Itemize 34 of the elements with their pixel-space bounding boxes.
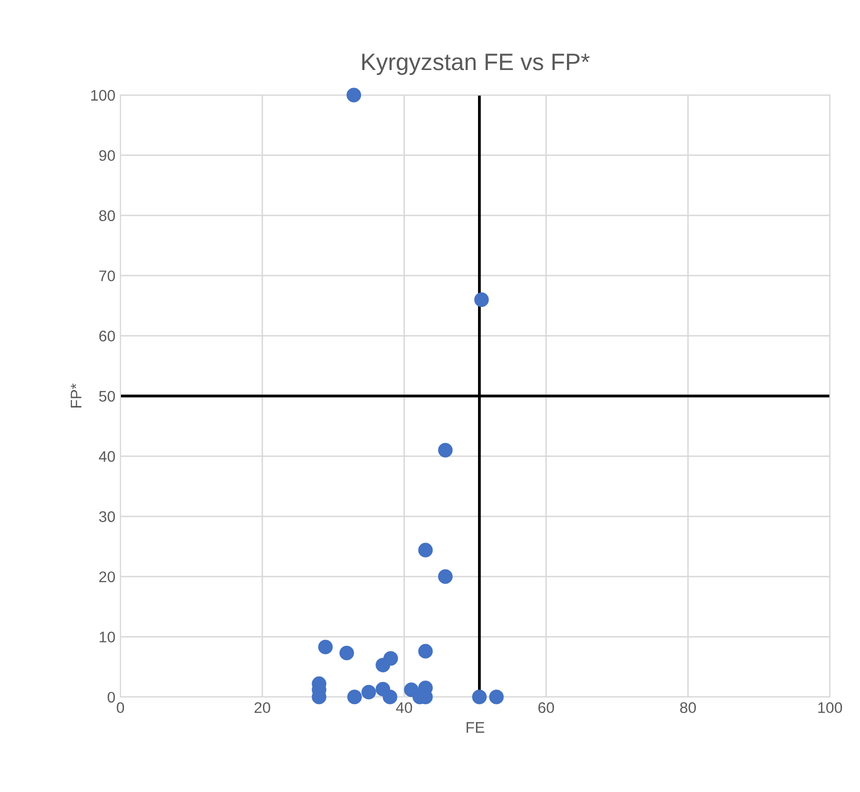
point [346, 88, 362, 102]
x-axis-title: FE [466, 722, 484, 733]
point [382, 690, 398, 704]
y-tick-label: 70 [99, 270, 115, 282]
point [438, 569, 453, 584]
y-axis-title: FP* [70, 384, 82, 408]
y-tick-label: 60 [99, 330, 115, 342]
y-tick-label: 20 [99, 571, 115, 582]
x-tick-label: 20 [254, 702, 270, 714]
point [361, 684, 376, 700]
x-tick-label: 80 [680, 702, 696, 714]
point [438, 442, 453, 458]
point [474, 292, 489, 307]
point [318, 640, 333, 654]
point [418, 644, 433, 658]
y-tick-label: 50 [99, 390, 115, 402]
point [376, 658, 390, 672]
x-tick-label: 60 [538, 702, 554, 714]
x-tick-label: 40 [396, 702, 412, 714]
chart-title: Kyrgyzstan FE vs FP* [362, 54, 590, 75]
point [339, 646, 354, 660]
x-tick-label: 100 [818, 702, 842, 714]
y-tick-label: 80 [99, 210, 115, 222]
y-tick-label: 40 [98, 451, 115, 462]
y-tick-label: 30 [99, 511, 115, 522]
point [347, 690, 362, 704]
point [489, 690, 504, 704]
point [472, 690, 487, 704]
x-tick-label: 0 [116, 702, 124, 714]
point [418, 542, 433, 558]
y-tick-label: 90 [99, 150, 115, 161]
y-tick-label: 10 [100, 632, 115, 642]
y-tick-label: 100 [91, 90, 115, 101]
y-tick-label: 0 [108, 692, 115, 703]
